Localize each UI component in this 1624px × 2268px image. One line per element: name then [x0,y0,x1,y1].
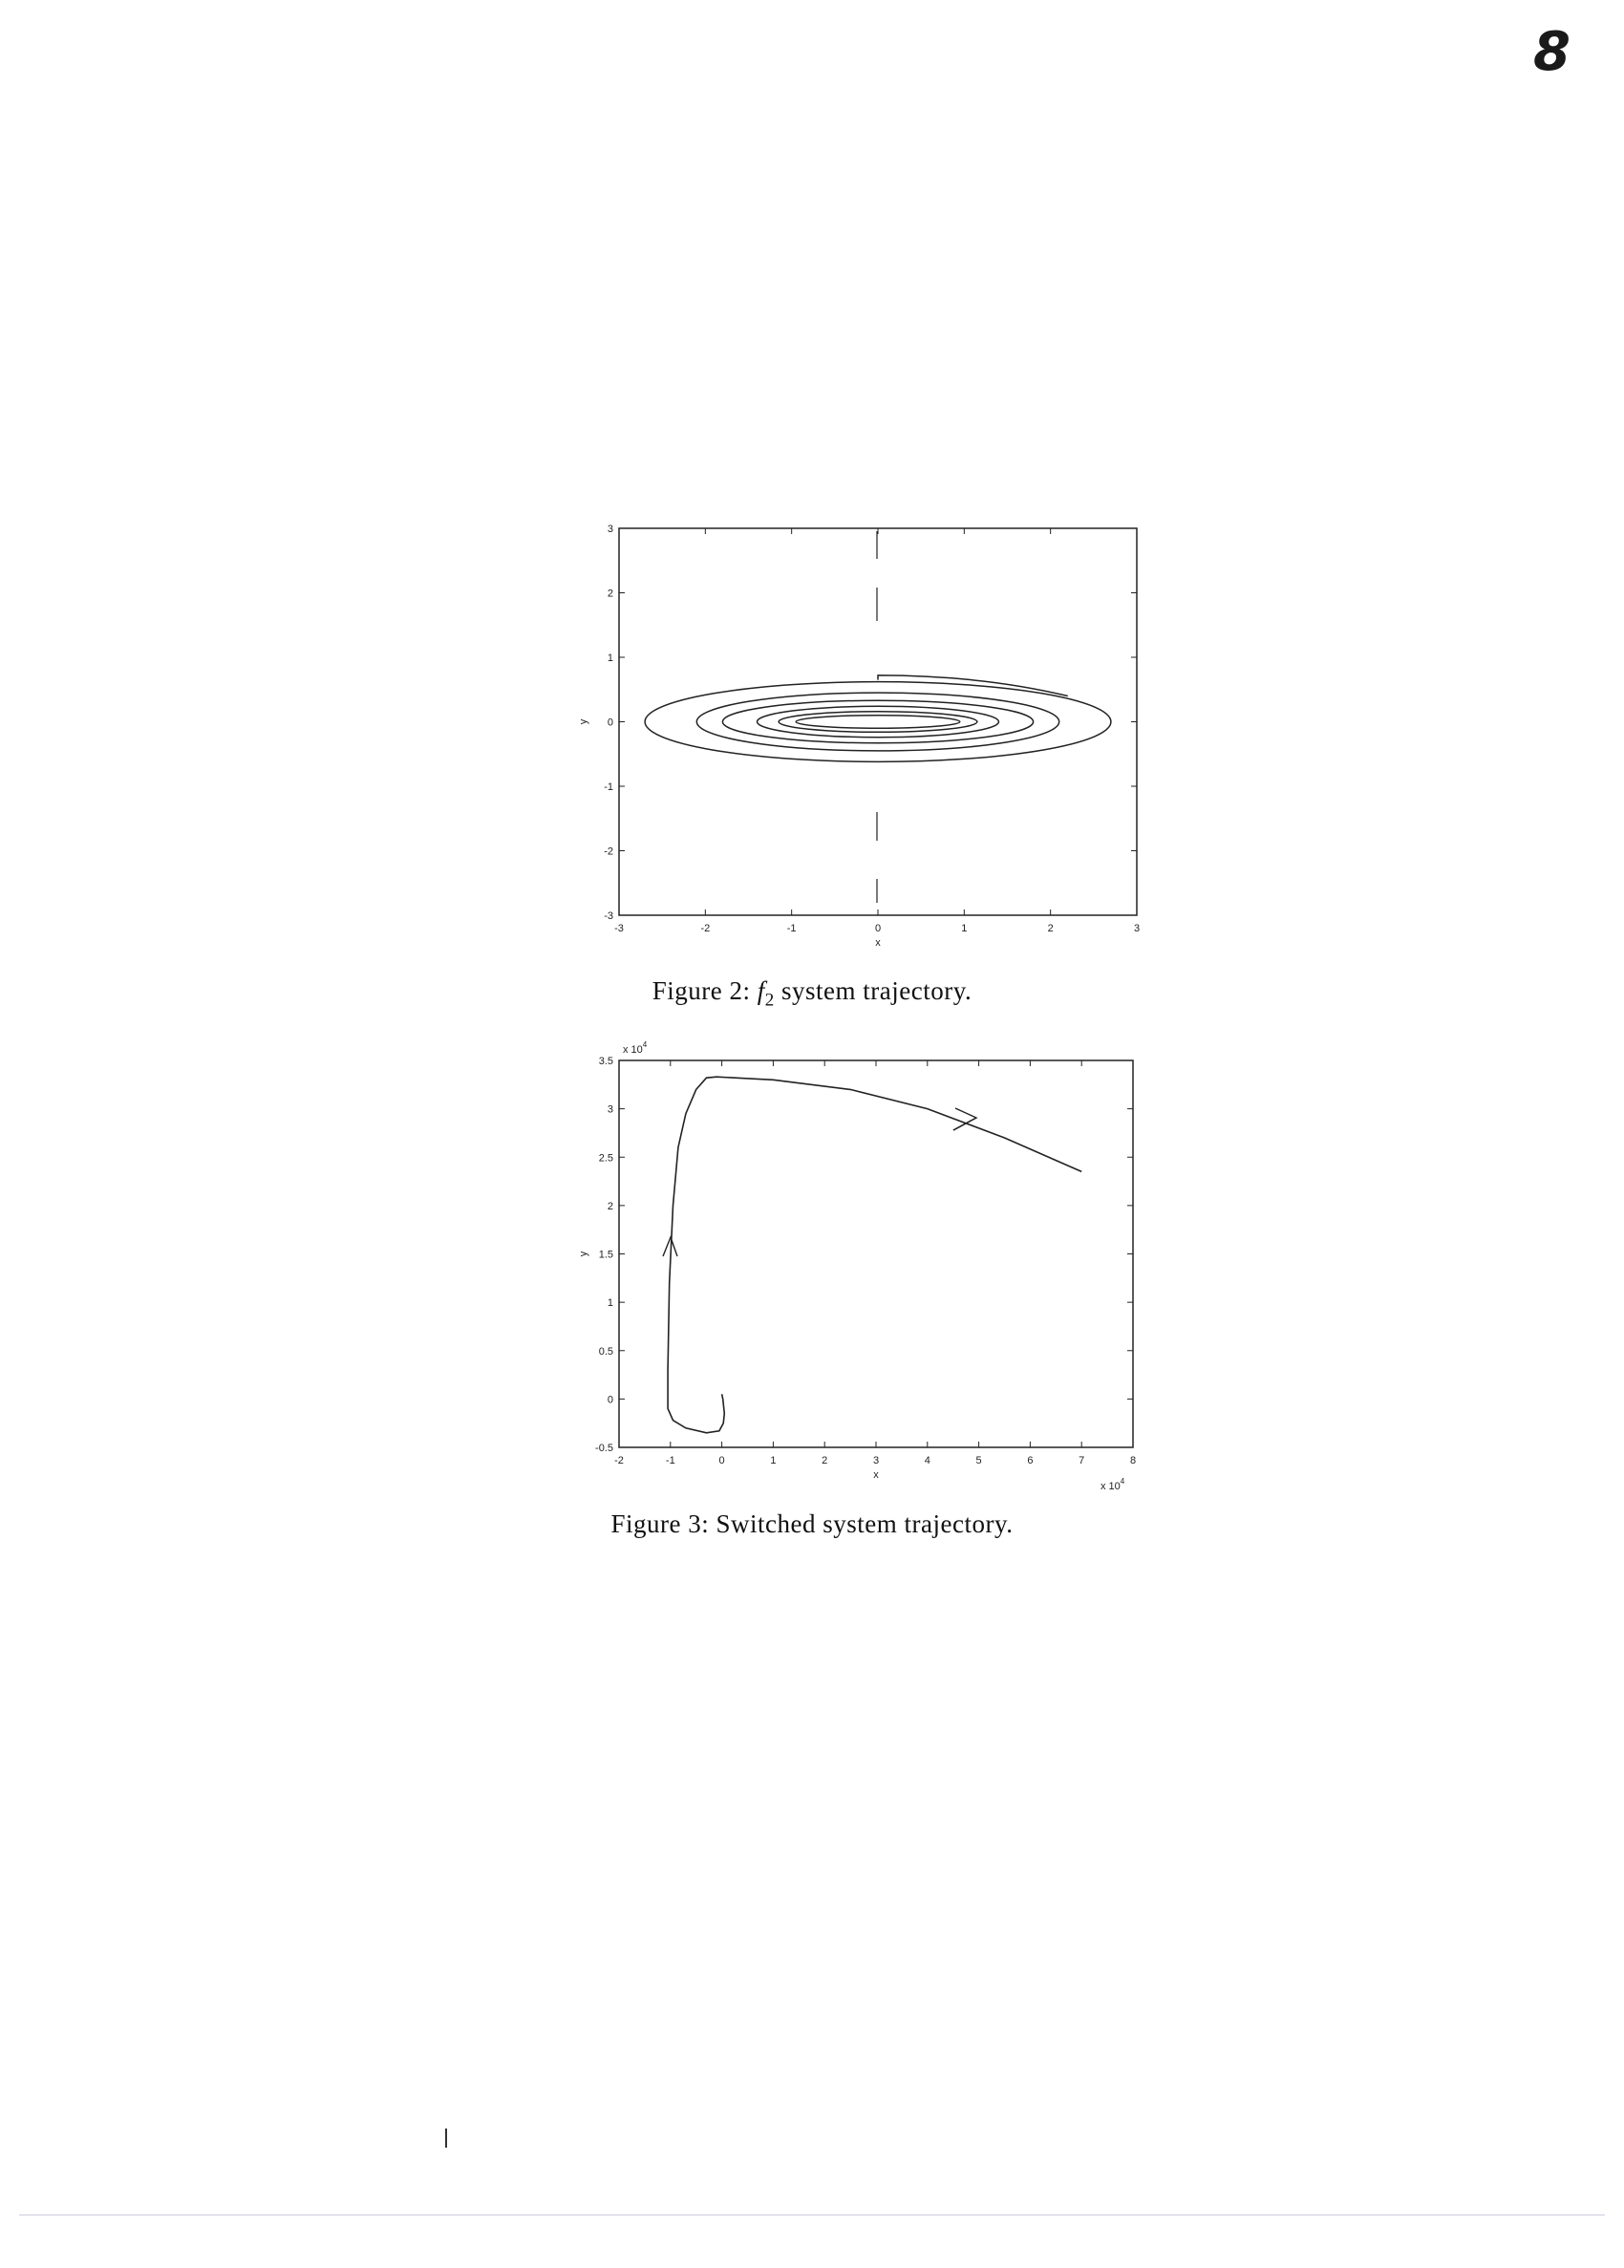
x-tick-label: 5 [976,1455,982,1466]
orbit-ellipse [756,705,1000,738]
x-tick-label: 2 [822,1455,827,1466]
orbit-ellipse [644,680,1112,763]
page-number: 8 [1533,21,1571,83]
x-tick-label: 3 [873,1455,879,1466]
figure-3-plot: -2 -1 0 1 2 3 4 5 6 7 8 3.5 3 2.5 2 1.5 1 0.5 0 -0.5 x y x 104… [578,1040,1136,1492]
x-axis-label: x [873,1469,879,1481]
x-axis-multiplier: x 104 [1100,1477,1125,1492]
y-tick-label: 1 [608,653,613,664]
y-tick-label: -0.5 [595,1443,613,1454]
y-tick-label: 2.5 [599,1152,613,1164]
x-tick-label: -3 [614,923,624,934]
y-tick-label: -2 [604,846,613,858]
figure-2-caption: Figure 2: f2 system trajectory. [652,976,972,1011]
x-tick-label: 7 [1079,1455,1084,1466]
x-tick-label: 2 [1048,923,1054,934]
x-axis-label: x [875,937,881,949]
x-tick-label: 6 [1027,1455,1033,1466]
x-tick-label: -2 [614,1455,624,1466]
y-tick-label: 2 [608,588,613,600]
y-tick-label: 3 [608,524,613,535]
orbit-ellipse [778,710,978,734]
figure-3-axes-box [618,1059,1134,1448]
y-tick-label: 0 [608,1394,613,1405]
x-tick-label: 3 [1134,923,1140,934]
y-axis-label: y [578,1251,589,1256]
x-axis-multiplier-exponent: 4 [1121,1477,1125,1486]
scan-mark [445,2129,447,2148]
y-tick-label: 3 [608,1104,613,1116]
y-axis-multiplier-exponent: 4 [643,1040,648,1049]
y-axis-label: y [578,718,589,724]
y-tick-label: 3.5 [599,1056,613,1067]
x-tick-label: 0 [875,923,881,934]
figure-2-plot: -3 -2 -1 0 1 2 3 3 2 1 0 -1 -2 -3 x y [578,524,1140,949]
y-tick-label: 2 [608,1201,613,1212]
y-tick-label: 0 [608,717,613,729]
y-tick-label: 1 [608,1297,613,1309]
x-tick-label: 4 [925,1455,930,1466]
orbit-ellipse [721,699,1035,744]
x-tick-label: 1 [770,1455,776,1466]
x-tick-label: 1 [961,923,967,934]
figure-3-trajectory-line [667,1076,1082,1434]
figure-3-caption: Figure 3: Switched system trajectory. [610,1509,1014,1538]
y-tick-label: 1.5 [599,1250,613,1261]
x-tick-label: -1 [666,1455,675,1466]
x-tick-label: 0 [719,1455,725,1466]
x-tick-label: -2 [700,923,710,934]
y-axis-multiplier: x 104 [623,1040,648,1056]
x-tick-label: -1 [787,923,797,934]
orbit-ellipse [795,715,961,729]
y-tick-label: -1 [604,781,613,793]
orbit-ellipse [695,692,1060,752]
y-tick-label: 0.5 [599,1346,613,1358]
x-tick-label: 8 [1130,1455,1136,1466]
figure-3-direction-arrow [662,1235,678,1257]
y-tick-label: -3 [604,910,613,922]
trajectory-start-segment [877,674,1068,697]
